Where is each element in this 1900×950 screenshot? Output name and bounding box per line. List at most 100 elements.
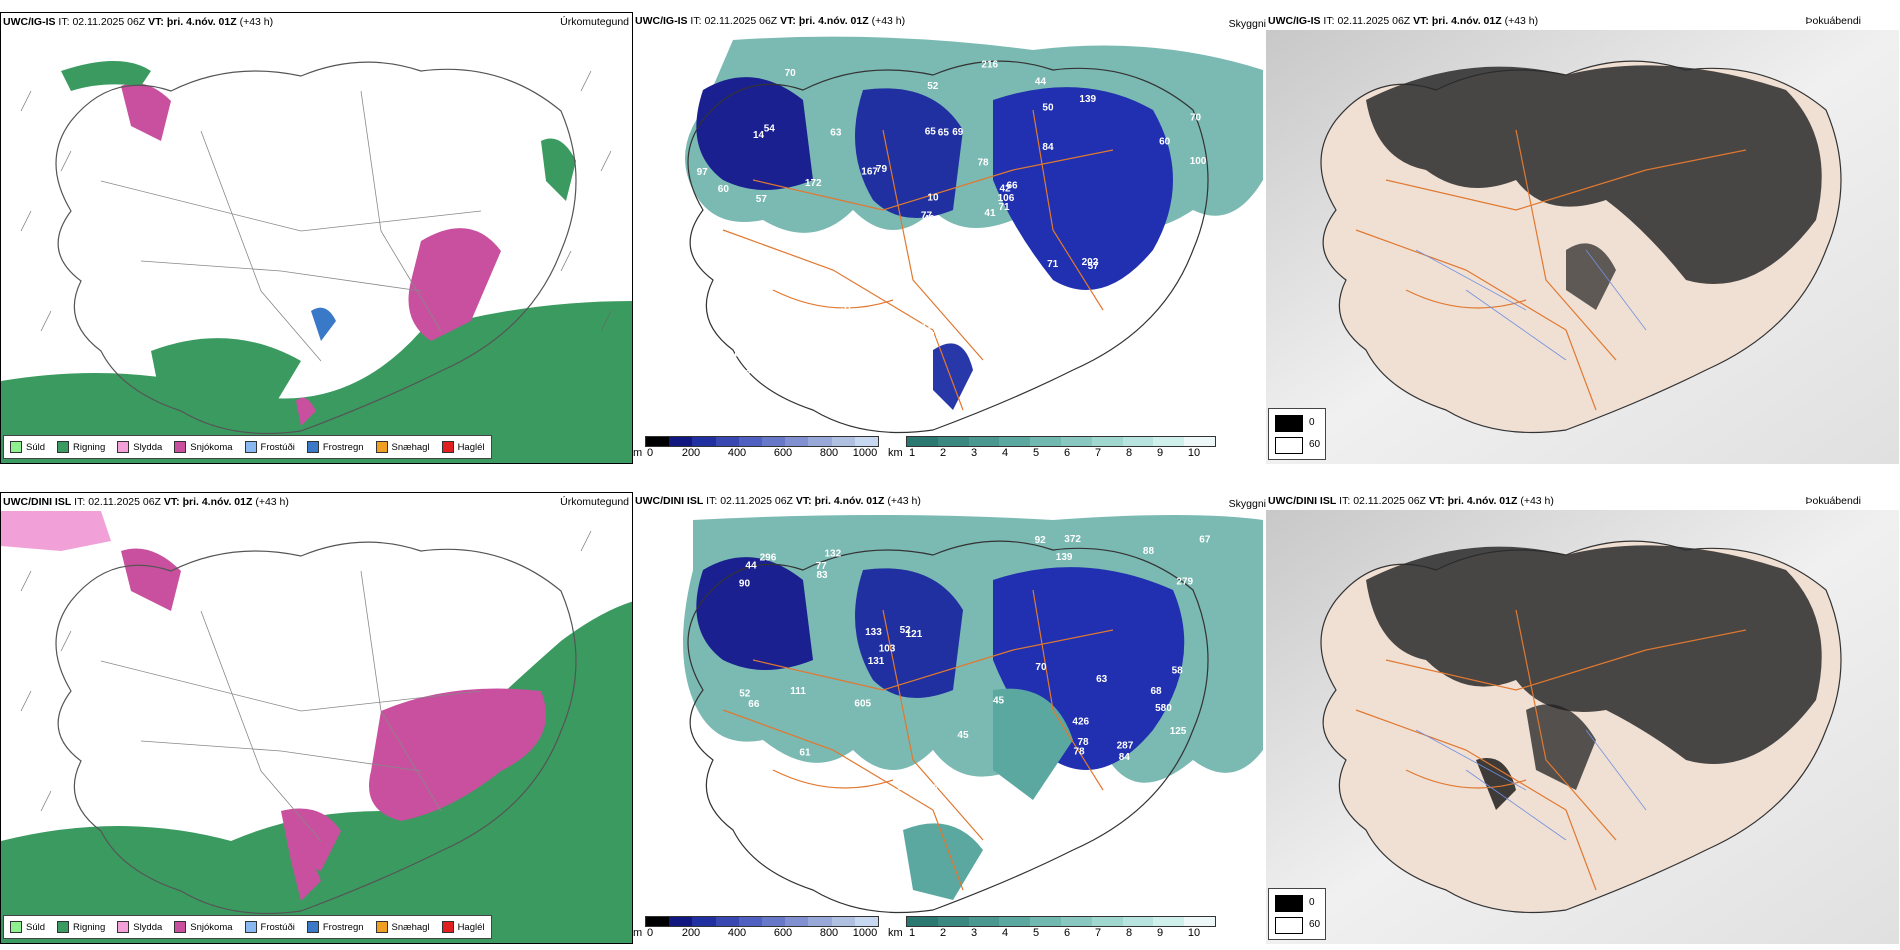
peak-label: 63 — [1096, 674, 1108, 685]
ceiling-tick: 1000 — [852, 447, 878, 459]
ceiling-unit: m — [633, 447, 643, 459]
ceiling-tick: 400 — [727, 447, 747, 459]
peak-label: 172 — [805, 178, 822, 189]
panel-header: UWC/DINI ISL IT: 02.11.2025 06Z VT: þri.… — [635, 495, 921, 507]
legend-item-rain: Rigning — [57, 441, 105, 453]
peak-label: 84 — [1042, 142, 1054, 153]
peak-label: 72 — [740, 369, 752, 380]
peak-label: 10 — [927, 193, 939, 204]
precip-legend: Súld Rigning Slydda Snjókoma Frostúði Fr… — [3, 915, 492, 939]
peak-label: 372 — [1064, 534, 1081, 545]
fog-legend: 0 60 — [1268, 408, 1326, 460]
precip-panel-row1: UWC/IG-IS IT: 02.11.2025 06Z VT: þri. 4.… — [0, 12, 633, 464]
legend-item-freezing-drizzle: Frostúði — [244, 441, 295, 453]
legend-swatch — [174, 921, 187, 933]
legend-swatch — [441, 921, 454, 933]
panel-type-label: Skyggni — [1228, 498, 1266, 510]
peak-label: 50 — [1042, 103, 1054, 114]
peak-label: 225 — [1175, 327, 1192, 338]
peak-label: 65 — [925, 126, 937, 137]
peak-label: 66 — [1007, 181, 1019, 192]
peak-label: 121 — [906, 629, 923, 640]
visibility-tick: 3 — [970, 927, 978, 939]
peak-label: 132 — [825, 549, 842, 560]
visibility-tick: 1 — [908, 927, 916, 939]
peak-label: 46 — [924, 214, 936, 225]
legend-item-hail: Haglél — [441, 921, 485, 933]
peak-label: 54 — [764, 124, 776, 135]
peak-label: 53 — [1139, 362, 1151, 373]
legend-swatch — [57, 921, 70, 933]
legend-item-snow-pellets: Snæhagl — [375, 441, 430, 453]
legend-swatch — [10, 441, 22, 453]
ceiling-tick: 200 — [681, 447, 701, 459]
peak-label: 95 — [832, 358, 844, 369]
legend-item-freezing-drizzle: Frostúði — [244, 921, 295, 933]
peak-label: 70 — [785, 68, 797, 79]
ceiling-unit: m — [633, 927, 643, 939]
peak-label: 106 — [998, 193, 1015, 204]
legend-item-drizzle: Súld — [10, 441, 45, 453]
peak-label: 79 — [876, 164, 888, 175]
panel-type-label: Úrkomutegund — [560, 496, 629, 508]
peak-label: 77 — [816, 561, 828, 572]
ceiling-tick: 200 — [681, 927, 701, 939]
peak-label: 88 — [1143, 546, 1155, 557]
peak-label: 83 — [817, 570, 829, 581]
peak-label: 78 — [1074, 747, 1086, 758]
peak-label: 52 — [739, 688, 751, 699]
peak-label: 60 — [1159, 137, 1171, 148]
legend-item-freezing-rain: Frostregn — [306, 921, 364, 933]
legend-item-snow: Snjókoma — [174, 441, 233, 453]
ceiling-tick: 400 — [727, 927, 747, 939]
peak-label: 45 — [993, 695, 1005, 706]
panel-header: UWC/IG-IS IT: 02.11.2025 06Z VT: þri. 4.… — [635, 15, 906, 27]
peak-label: 78 — [1078, 737, 1090, 748]
peak-label: 41 — [984, 208, 996, 219]
peak-label: 44 — [745, 561, 757, 572]
cloud-map: 4265801521321211961311391331639052445058… — [633, 510, 1266, 944]
visibility-tick: 2 — [939, 447, 947, 459]
peak-label: 627 — [922, 784, 939, 795]
legend-swatch — [57, 441, 70, 453]
panel-type-label: Þokuábendi — [1805, 495, 1861, 507]
visibility-tick: 7 — [1094, 927, 1102, 939]
ceiling-colorbar: m 0 200 400 600 800 1000 — [633, 436, 883, 462]
peak-label: 45 — [957, 730, 969, 741]
peak-label: 63 — [830, 128, 842, 139]
visibility-tick: 10 — [1187, 447, 1201, 459]
peak-label: 92 — [1035, 535, 1047, 546]
legend-swatch — [306, 921, 319, 933]
precip-legend: Súld Rigning Slydda Snjókoma Frostúði Fr… — [3, 435, 492, 459]
peak-label: 580 — [1155, 703, 1172, 714]
peak-label: 71 — [999, 202, 1011, 213]
visibility-tick: 9 — [1156, 927, 1164, 939]
visibility-unit: km — [888, 447, 903, 459]
peak-label: 552 — [1050, 288, 1067, 299]
ceiling-tick: 0 — [646, 447, 654, 459]
fog-map — [1266, 510, 1899, 944]
peak-label: 202 — [1082, 257, 1099, 268]
peak-label: 196 — [1102, 812, 1119, 823]
visibility-tick: 4 — [1001, 927, 1009, 939]
peak-label: 139 — [1079, 94, 1096, 105]
peak-label: 44 — [1035, 77, 1047, 88]
legend-item-rain: Rigning — [57, 921, 105, 933]
peak-label: 133 — [865, 627, 882, 638]
visibility-tick: 10 — [1187, 927, 1201, 939]
visibility-tick: 4 — [1001, 447, 1009, 459]
ceiling-colorbar: m 0 200 400 600 800 1000 — [633, 916, 883, 942]
visibility-unit: km — [888, 927, 903, 939]
peak-label: 238 — [948, 232, 965, 243]
legend-item-freezing-rain: Frostregn — [306, 441, 364, 453]
peak-label: 68 — [1151, 686, 1163, 697]
fog-legend-min: 0 — [1309, 417, 1315, 428]
legend-item-drizzle: Súld — [10, 921, 45, 933]
peak-label: 136 — [834, 297, 851, 308]
peak-label: 279 — [1176, 576, 1193, 587]
peak-label: 58 — [1172, 665, 1184, 676]
legend-swatch — [10, 921, 22, 933]
peak-label: 53 — [977, 825, 989, 836]
visibility-tick: 5 — [1032, 447, 1040, 459]
legend-item-hail: Haglél — [441, 441, 485, 453]
